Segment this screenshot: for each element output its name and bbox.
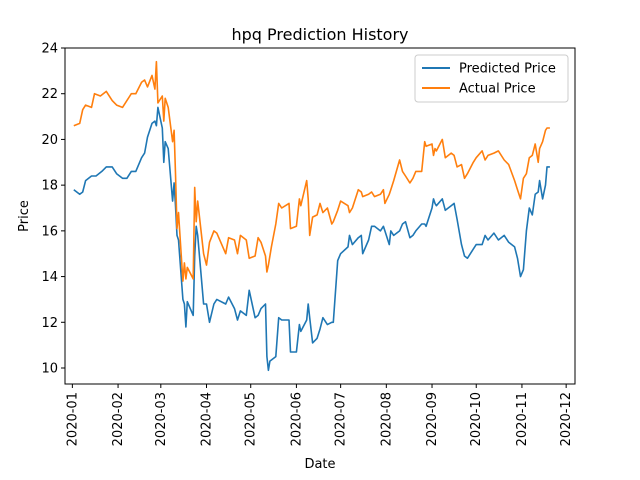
x-tick-label: 2020-10 xyxy=(469,392,484,446)
legend-label: Actual Price xyxy=(459,82,536,97)
x-tick-label: 2020-06 xyxy=(289,392,304,446)
y-axis: 10 12 14 16 18 20 22 24 xyxy=(41,42,65,377)
y-axis-label: Price xyxy=(17,200,32,232)
legend: Predicted Price Actual Price xyxy=(414,54,569,103)
plot-frame xyxy=(64,47,576,385)
x-tick-label: 2020-02 xyxy=(111,392,126,446)
series-line-actual-price xyxy=(73,60,550,282)
x-tick-label: 2020-07 xyxy=(334,392,349,446)
legend-box xyxy=(414,54,569,103)
y-tick-label: 10 xyxy=(41,362,58,377)
x-tick-label: 2020-11 xyxy=(515,392,530,446)
x-tick-label: 2020-03 xyxy=(154,392,169,446)
y-tick-label: 16 xyxy=(41,224,58,239)
y-tick-label: 12 xyxy=(41,316,58,331)
series-line-predicted-price xyxy=(73,106,550,372)
x-tick-label: 2020-04 xyxy=(200,392,215,446)
plot-area xyxy=(73,60,550,372)
x-tick-label: 2020-08 xyxy=(379,392,394,446)
chart-title: hpq Prediction History xyxy=(231,25,408,44)
x-axis: 2020-01 2020-02 2020-03 2020-04 2020-05 2020-… xyxy=(65,384,574,446)
x-tick-label: 2020-05 xyxy=(244,392,259,446)
y-tick-label: 24 xyxy=(41,42,58,57)
x-tick-label: 2020-01 xyxy=(65,392,80,446)
x-tick-label: 2020-12 xyxy=(559,392,574,446)
x-axis-label: Date xyxy=(304,457,335,472)
legend-label: Predicted Price xyxy=(459,62,556,77)
y-tick-label: 18 xyxy=(41,179,58,194)
y-tick-label: 14 xyxy=(41,270,58,285)
y-tick-label: 22 xyxy=(41,87,58,102)
y-tick-label: 20 xyxy=(41,133,58,148)
x-tick-label: 2020-09 xyxy=(425,392,440,446)
